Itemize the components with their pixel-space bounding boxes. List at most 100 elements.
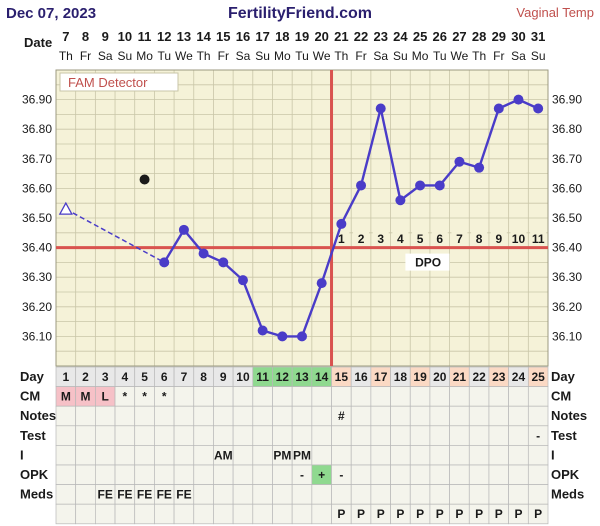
dpo-number-bg bbox=[412, 231, 429, 245]
row-cell bbox=[173, 386, 195, 407]
ytick-right: 36.20 bbox=[552, 300, 582, 314]
row-cell bbox=[370, 445, 391, 466]
row-cell bbox=[429, 445, 450, 466]
row-cell bbox=[232, 405, 254, 427]
row-4-cell-11: PM bbox=[273, 448, 291, 462]
row-cell bbox=[291, 405, 313, 427]
dpo-number-bg bbox=[372, 231, 389, 245]
row-cell bbox=[95, 405, 116, 427]
date-21: 21 bbox=[334, 29, 348, 44]
row-cell bbox=[429, 425, 450, 446]
row-label-left-notes: Notes bbox=[20, 408, 56, 423]
row-cell bbox=[449, 425, 470, 446]
date-10: 10 bbox=[118, 29, 132, 44]
row-3-cell-24: - bbox=[536, 429, 540, 443]
row-cell bbox=[508, 386, 529, 407]
weekday-15: Fr bbox=[218, 49, 229, 63]
row-cell bbox=[252, 405, 273, 427]
cycle-day-16: 16 bbox=[354, 370, 368, 384]
row-cell bbox=[429, 484, 450, 505]
dpo-number-3: 3 bbox=[377, 232, 384, 246]
date-row-label: Date bbox=[24, 35, 52, 50]
row-cell bbox=[291, 386, 313, 407]
row-cell bbox=[252, 445, 273, 466]
row-cell bbox=[508, 445, 529, 466]
row-6-cell-5: FE bbox=[157, 488, 172, 502]
row-5-cell-14: - bbox=[339, 468, 343, 482]
temp-point-16 bbox=[237, 275, 248, 286]
temp-point-18 bbox=[277, 331, 288, 342]
weekday-11: Mo bbox=[136, 49, 153, 63]
date-26: 26 bbox=[433, 29, 447, 44]
temp-point-13 bbox=[178, 224, 189, 235]
row-cell bbox=[429, 386, 450, 407]
row-cell bbox=[508, 405, 529, 427]
ytick-right: 36.70 bbox=[552, 152, 582, 166]
row-2-cell-14: # bbox=[338, 409, 345, 423]
date-19: 19 bbox=[295, 29, 309, 44]
row-cell bbox=[370, 386, 391, 407]
weekday-20: We bbox=[313, 49, 331, 63]
row-cell bbox=[409, 484, 431, 505]
row-cell bbox=[331, 386, 352, 407]
date-29: 29 bbox=[492, 29, 506, 44]
weekday-19: Tu bbox=[295, 49, 309, 63]
cycle-day-21: 21 bbox=[453, 370, 467, 384]
row-cell bbox=[173, 503, 195, 525]
row-cell bbox=[331, 425, 352, 446]
temp-point-20 bbox=[316, 278, 327, 289]
row-cell bbox=[75, 484, 96, 505]
row-cell bbox=[154, 464, 175, 485]
row-cell bbox=[488, 425, 509, 446]
date-25: 25 bbox=[413, 29, 427, 44]
row-4-cell-12: PM bbox=[293, 448, 311, 462]
row-cell bbox=[488, 405, 509, 427]
row-cell bbox=[390, 484, 411, 505]
row-cell bbox=[429, 405, 450, 427]
row-cell bbox=[55, 503, 77, 525]
dpo-number-7: 7 bbox=[456, 232, 463, 246]
row-6-cell-2: FE bbox=[98, 488, 113, 502]
row-cell bbox=[527, 503, 549, 525]
date-15: 15 bbox=[216, 29, 230, 44]
row-cell bbox=[370, 425, 391, 446]
ytick-left: 36.30 bbox=[22, 270, 52, 284]
cycle-day-17: 17 bbox=[374, 370, 388, 384]
row-cell bbox=[252, 425, 273, 446]
row-cell bbox=[508, 425, 529, 446]
row-cell bbox=[272, 503, 293, 525]
row-label-right-cm: CM bbox=[551, 389, 571, 404]
temp-point-15 bbox=[218, 257, 229, 268]
ytick-right: 36.40 bbox=[552, 241, 582, 255]
ytick-left: 36.50 bbox=[22, 211, 52, 225]
row-cell bbox=[232, 386, 254, 407]
row-cell bbox=[390, 386, 411, 407]
row-1-cell-2: L bbox=[102, 390, 109, 404]
row-cell bbox=[409, 425, 431, 446]
row-7-cell-22: P bbox=[495, 507, 503, 521]
dpo-box bbox=[405, 253, 450, 271]
row-label-right-meds: Meds bbox=[551, 487, 584, 502]
date-20: 20 bbox=[314, 29, 328, 44]
weekday-23: Sa bbox=[373, 49, 388, 63]
header-temp-label: Vaginal Temp bbox=[516, 5, 594, 20]
plot-border bbox=[55, 69, 549, 367]
row-cell bbox=[154, 503, 175, 525]
row-cell bbox=[409, 445, 431, 466]
cycle-day-10: 10 bbox=[236, 370, 250, 384]
row-cell bbox=[350, 405, 372, 427]
row-6-cell-3: FE bbox=[117, 488, 132, 502]
dpo-number-2: 2 bbox=[358, 232, 365, 246]
row-label-left-day: Day bbox=[20, 369, 45, 384]
row-cell bbox=[291, 425, 313, 446]
row-6-cell-4: FE bbox=[137, 488, 152, 502]
weekday-17: Su bbox=[255, 49, 270, 63]
date-12: 12 bbox=[157, 29, 171, 44]
header-site[interactable]: FertilityFriend.com bbox=[228, 5, 372, 22]
row-7-cell-14: P bbox=[337, 507, 345, 521]
ytick-left: 36.40 bbox=[22, 241, 52, 255]
cycle-day-12: 12 bbox=[276, 370, 290, 384]
cycle-day-20: 20 bbox=[433, 370, 447, 384]
dpo-number-bg bbox=[431, 231, 448, 245]
